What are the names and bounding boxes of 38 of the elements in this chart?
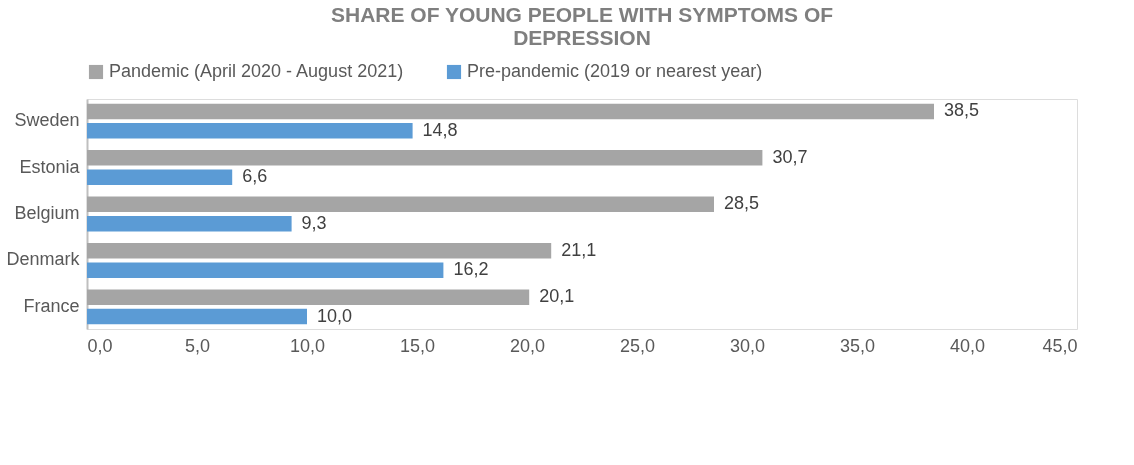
x-tick-label: 40,0	[949, 335, 986, 356]
y-tick-label: Denmark	[6, 249, 81, 270]
y-tick-label: Sweden	[14, 110, 80, 131]
bar	[87, 289, 530, 305]
x-tick-label: 5,0	[184, 335, 211, 356]
x-tick-label: 25,0	[619, 335, 656, 356]
bar	[87, 196, 714, 213]
x-tick-label: 45,0	[1042, 335, 1078, 356]
bar	[87, 243, 552, 259]
y-tick-label: Estonia	[19, 156, 81, 177]
bar	[87, 308, 307, 325]
x-tick-label: 15,0	[399, 335, 436, 356]
y-tick-label: France	[23, 295, 80, 316]
legend-label: Pandemic (April 2020 - August 2021)	[109, 61, 404, 81]
x-tick-label: 30,0	[729, 335, 766, 356]
bar	[87, 103, 934, 120]
data-label: 28,5	[724, 193, 760, 214]
data-label: 21,1	[561, 239, 597, 260]
bar	[87, 123, 413, 139]
data-label: 30,7	[772, 146, 808, 167]
data-label: 14,8	[422, 119, 458, 140]
data-label: 6,6	[242, 166, 268, 187]
chart-title: SHARE OF YOUNG PEOPLE WITH SYMPTOMS OF DEPRESSION	[330, 3, 834, 49]
bar	[87, 262, 444, 278]
bar	[87, 169, 233, 185]
data-label: 20,1	[539, 286, 575, 307]
data-label: 16,2	[453, 259, 489, 280]
bar	[87, 215, 292, 232]
data-label: 38,5	[944, 100, 980, 121]
y-tick-label: Belgium	[14, 203, 80, 223]
x-tick-label: 20,0	[509, 335, 546, 356]
bar	[87, 150, 763, 166]
legend-label: Pre-pandemic (2019 or nearest year)	[467, 61, 763, 81]
x-tick-label: 0,0	[87, 335, 113, 356]
data-label: 9,3	[301, 212, 327, 233]
x-tick-label: 35,0	[839, 335, 876, 356]
x-tick-label: 10,0	[289, 335, 326, 356]
data-label: 10,0	[317, 305, 353, 326]
